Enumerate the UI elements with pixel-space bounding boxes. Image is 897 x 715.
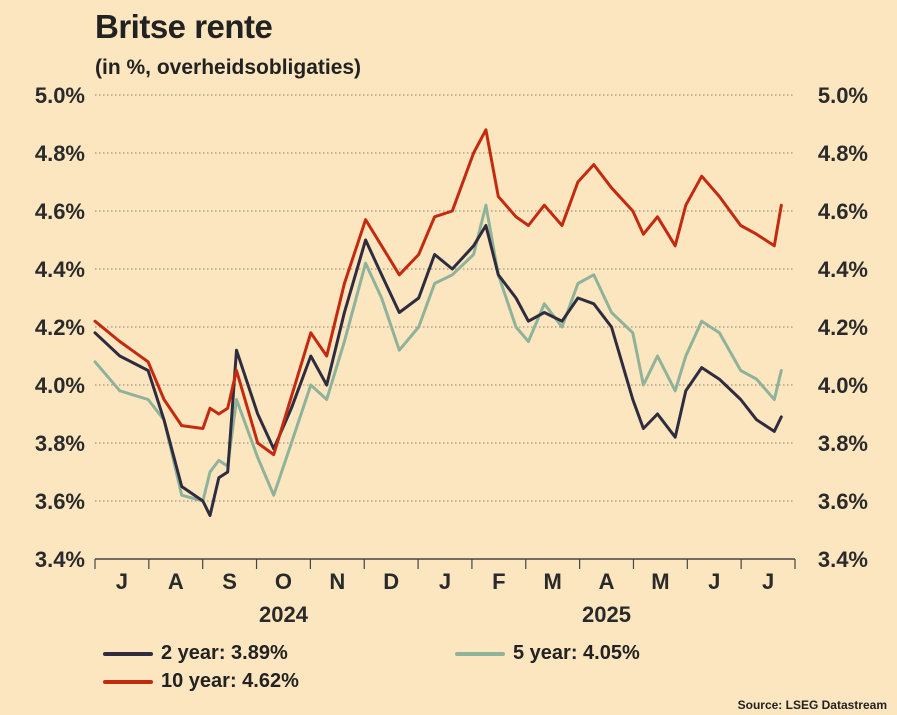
legend-item-2-year: 2 year: 3.89%	[103, 642, 288, 665]
x-axis: J A S O N D J F M A M J J 2024 2025	[94, 558, 796, 627]
y-axis-left: 3.4% 3.6% 3.8% 4.0% 4.2% 4.4% 4.6% 4.8% 5.0%	[35, 83, 85, 572]
x-tick-label: F	[492, 569, 505, 594]
legend-item-5-year: 5 year: 4.05%	[455, 642, 640, 665]
y-tick-label-right: 3.6%	[818, 489, 868, 514]
y-tick-label-left: 4.6%	[35, 199, 85, 224]
y-tick-label-left: 4.0%	[35, 373, 85, 398]
legend-swatch-5-year	[455, 651, 505, 656]
series-lines	[93, 128, 783, 517]
y-tick-label-right: 4.4%	[818, 257, 868, 282]
legend-label-10-year: 10 year: 4.62%	[161, 670, 299, 692]
y-tick-label-left: 5.0%	[35, 83, 85, 108]
y-axis-right: 3.4% 3.6% 3.8% 4.0% 4.2% 4.4% 4.6% 4.8% 5.0%	[818, 83, 868, 572]
year-label-2024: 2024	[259, 602, 309, 627]
y-tick-label-right: 3.4%	[818, 547, 868, 572]
y-tick-label-right: 4.8%	[818, 141, 868, 166]
x-tick-label: S	[222, 569, 237, 594]
series-line-10-year	[93, 128, 783, 457]
legend-label-5-year: 5 year: 4.05%	[513, 642, 640, 664]
year-label-2025: 2025	[582, 602, 631, 627]
legend-label-2-year: 2 year: 3.89%	[161, 642, 288, 664]
y-tick-label-left: 3.8%	[35, 431, 85, 456]
x-tick-label: A	[599, 569, 615, 594]
y-tick-label-right: 5.0%	[818, 83, 868, 108]
y-tick-label-left: 3.4%	[35, 547, 85, 572]
chart-title: Britse rente	[95, 8, 273, 45]
series-line-2-year	[93, 224, 783, 517]
source-note: Source: LSEG Datastream	[737, 698, 887, 712]
x-tick-label: D	[383, 569, 399, 594]
chart-subtitle: (in %, overheidsobligaties)	[95, 56, 362, 79]
series-line-5-year	[93, 203, 783, 503]
legend-swatch-2-year	[103, 651, 153, 656]
y-tick-label-left: 4.2%	[35, 315, 85, 340]
grid-lines	[95, 94, 795, 560]
x-tick-label: M	[544, 569, 562, 594]
x-tick-label: J	[439, 569, 451, 594]
y-tick-label-left: 3.6%	[35, 489, 85, 514]
y-tick-label-right: 4.6%	[818, 199, 868, 224]
y-tick-label-right: 4.2%	[818, 315, 868, 340]
x-tick-label: N	[329, 569, 345, 594]
x-tick-label: J	[762, 569, 774, 594]
x-tick-label: M	[651, 569, 669, 594]
x-tick-label: O	[275, 569, 292, 594]
x-tick-label: J	[708, 569, 720, 594]
x-tick-label: A	[168, 569, 184, 594]
y-tick-label-right: 3.8%	[818, 431, 868, 456]
y-tick-label-right: 4.0%	[818, 373, 868, 398]
y-tick-label-left: 4.8%	[35, 141, 85, 166]
y-tick-label-left: 4.4%	[35, 257, 85, 282]
legend-swatch-10-year	[103, 679, 153, 684]
legend-item-10-year: 10 year: 4.62%	[103, 670, 299, 693]
x-tick-label: J	[116, 569, 128, 594]
